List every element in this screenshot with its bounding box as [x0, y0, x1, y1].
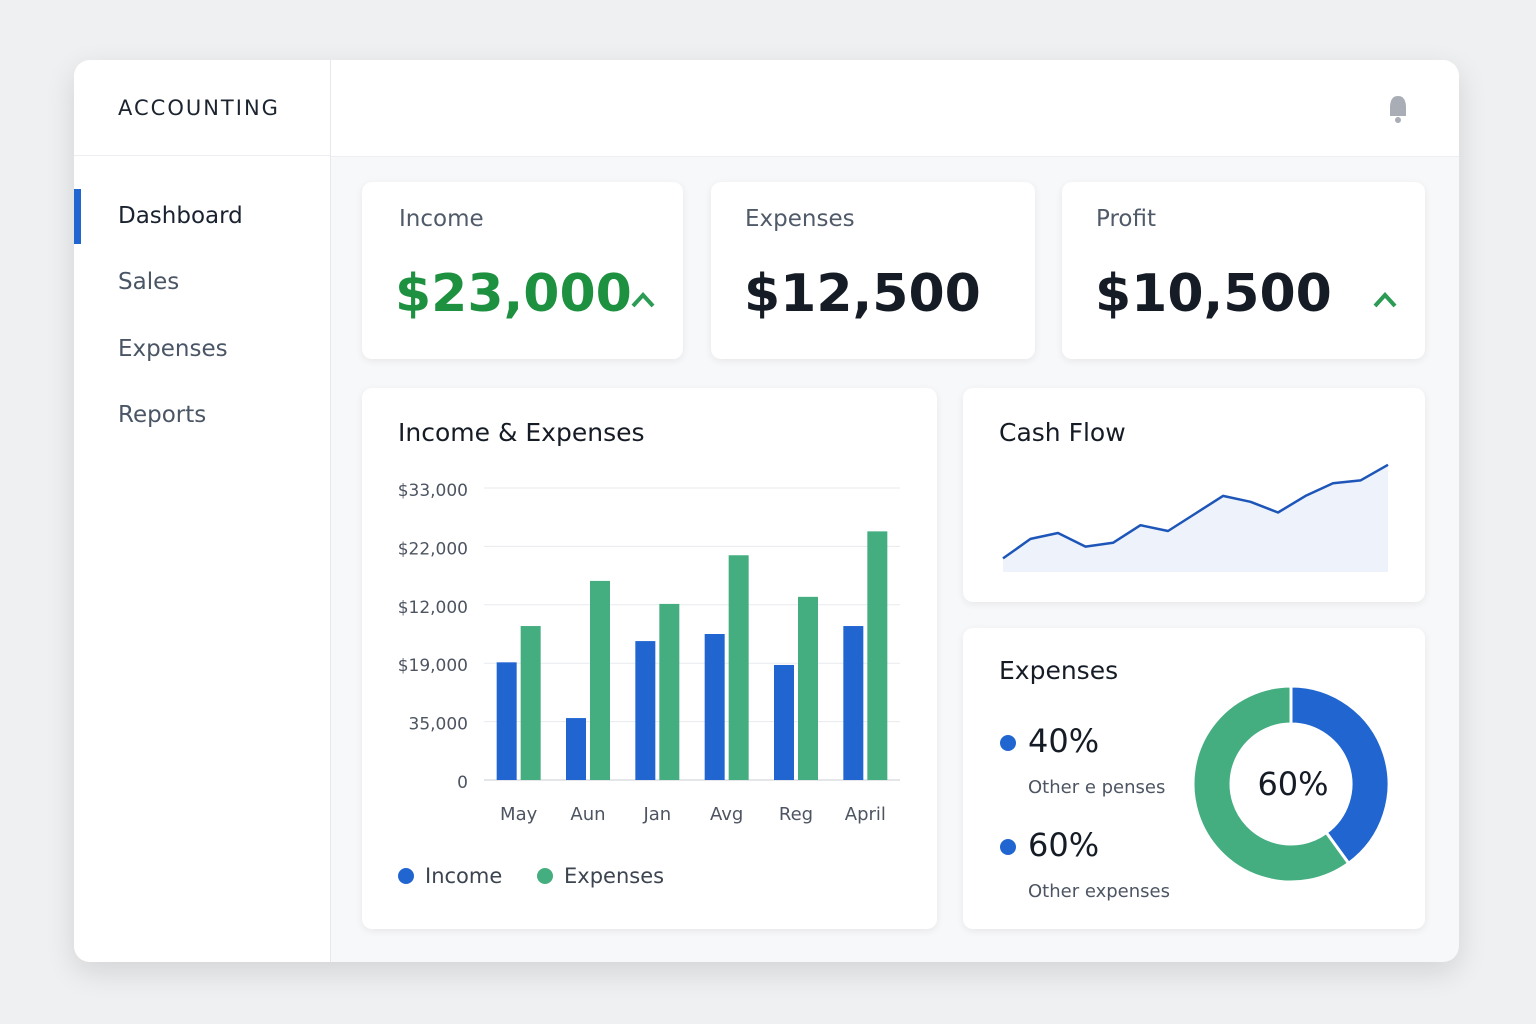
- chart-title: Cash Flow: [999, 418, 1126, 447]
- brand: ACCOUNTING: [118, 96, 280, 120]
- sidebar: ACCOUNTING Dashboard Sales Expenses Repo…: [74, 60, 331, 962]
- chart-card: Cash Flow: [963, 388, 1425, 602]
- kpi-card: Profit $10,500: [1062, 182, 1425, 359]
- kpi-value: $12,500: [744, 264, 981, 324]
- active-indicator: [74, 189, 81, 244]
- nav-item[interactable]: Expenses: [118, 336, 228, 362]
- kpi-value: $23,000: [395, 264, 632, 324]
- chart-title: Income & Expenses: [398, 418, 645, 447]
- nav-item[interactable]: Dashboard: [118, 203, 243, 229]
- nav-item[interactable]: Reports: [118, 402, 207, 428]
- kpi-label: Income: [399, 206, 484, 232]
- chart-card: Income & Expenses: [362, 388, 937, 929]
- chart-card: Expenses: [963, 628, 1425, 929]
- divider: [74, 155, 330, 156]
- up-arrow: [1373, 292, 1397, 308]
- kpi-label: Profit: [1096, 206, 1156, 232]
- up-arrow: [631, 292, 655, 308]
- kpi-label: Expenses: [745, 206, 855, 232]
- header: [331, 60, 1459, 157]
- kpi-card: Expenses $12,500: [711, 182, 1035, 359]
- kpi-value: $10,500: [1095, 264, 1332, 324]
- bell-icon[interactable]: [1385, 94, 1411, 126]
- nav-item[interactable]: Sales: [118, 269, 180, 295]
- kpi-card: Income $23,000: [362, 182, 683, 359]
- chart-title: Expenses: [999, 656, 1119, 685]
